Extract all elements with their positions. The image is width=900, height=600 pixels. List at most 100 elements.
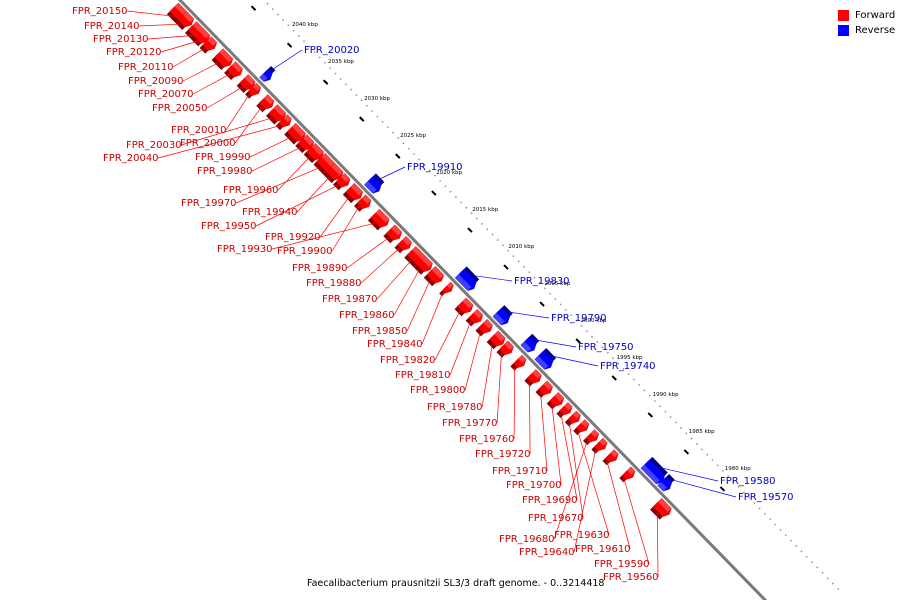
gene-body [622, 466, 636, 480]
forward-gene [535, 380, 553, 398]
gene-side-face [535, 389, 545, 398]
gene-highlight [412, 246, 426, 260]
forward-gene-leader [192, 73, 231, 95]
reverse-gene-label: FPR_20020 [304, 45, 360, 56]
gene-highlight [492, 312, 505, 326]
forward-gene-leader [346, 237, 390, 269]
forward-gene-leader [568, 422, 584, 519]
forward-gene-leader [277, 156, 311, 191]
gene-highlight [402, 236, 412, 246]
reverse-gene-leader [470, 274, 513, 282]
reverse-gene-label: FPR_19790 [551, 313, 607, 324]
reverse-gene [534, 348, 557, 370]
forward-gene [224, 61, 243, 81]
scale-tick-label: 1995 kbp [617, 355, 643, 361]
legend-forward: Forward [838, 8, 895, 23]
gene-highlight [244, 74, 256, 86]
forward-gene [583, 429, 600, 446]
reverse-gene-leader [548, 355, 599, 367]
forward-gene-label: FPR_19970 [181, 198, 237, 209]
forward-gene [275, 114, 292, 131]
gene-highlight [657, 498, 672, 512]
forward-gene [175, 11, 195, 30]
reverse-gene-leader [377, 166, 406, 181]
gene-body [640, 459, 665, 485]
gene-body [306, 142, 324, 161]
forward-gene-label: FPR_20040 [103, 153, 159, 164]
gene-side-face [564, 419, 573, 427]
forward-gene-label: FPR_19560 [603, 572, 659, 583]
forward-gene-label: FPR_19680 [499, 534, 555, 545]
forward-gene-leader [148, 35, 193, 40]
forward-gene-label: FPR_19920 [265, 232, 321, 243]
forward-gene [265, 104, 287, 125]
reverse-gene [640, 456, 668, 485]
forward-gene [591, 437, 608, 454]
gene-body [527, 369, 542, 384]
gene-body [370, 208, 390, 228]
scale-tick [395, 153, 401, 159]
gene-body [657, 476, 672, 492]
forward-gene-leader [553, 440, 588, 540]
gene-highlight [534, 355, 549, 370]
forward-gene-leader [529, 381, 531, 455]
gene-body [549, 391, 565, 407]
gene-highlight [564, 402, 573, 411]
gene-body [605, 449, 619, 463]
reverse-gene-leader [270, 49, 303, 71]
forward-gene-label: FPR_20030 [126, 140, 182, 151]
gene-side-face [192, 37, 202, 47]
gene-side-face [465, 317, 475, 327]
reverse-gene-label: FPR_19830 [514, 276, 570, 287]
gene-highlight [174, 2, 187, 16]
forward-gene-label: FPR_19890 [292, 263, 348, 274]
forward-gene-label: FPR_20010 [171, 125, 227, 136]
gene-side-face [529, 333, 540, 344]
gene-body [457, 297, 474, 314]
forward-gene [333, 172, 351, 191]
forward-gene-leader [249, 136, 292, 158]
scale-tick-label: 1980 kbp [725, 466, 751, 472]
scale-tick [683, 449, 690, 455]
scale-tick [647, 412, 654, 418]
gene-body [489, 330, 506, 347]
gene-highlight [340, 173, 351, 183]
forward-gene-leader [496, 352, 502, 424]
forward-gene-label: FPR_20070 [138, 89, 194, 100]
reverse-gene [520, 333, 540, 353]
reverse-genes: FPR_20020 FPR_19910 FPR_19830 FPR_19790 FPR_… [259, 45, 794, 503]
reverse-gene-label: FPR_19570 [738, 492, 794, 503]
gene-body [345, 182, 364, 201]
gene-highlight [259, 73, 268, 82]
gene-side-face [265, 112, 278, 125]
gene-highlight [431, 266, 444, 279]
gene-highlight [421, 256, 433, 268]
gene-highlight [219, 48, 233, 63]
gene-highlight [207, 36, 217, 46]
forward-gene-label: FPR_19710 [492, 466, 548, 477]
forward-gene-leader [393, 268, 421, 316]
forward-gene-label: FPR_19640 [519, 547, 575, 558]
forward-gene [546, 391, 565, 410]
gene-side-face [423, 274, 436, 287]
forward-gene [564, 410, 581, 427]
scale-tick-label: 2040 kbp [292, 22, 318, 28]
gene-highlight [581, 419, 590, 428]
forward-gene-leader [272, 222, 376, 250]
gene-body [538, 380, 553, 396]
gene-side-face [583, 437, 591, 446]
forward-gene-label: FPR_19850 [352, 326, 408, 337]
forward-gene [211, 48, 234, 71]
forward-gene [524, 369, 542, 387]
forward-gene [619, 466, 636, 483]
gene-side-face [333, 181, 342, 191]
gene-highlight [283, 114, 292, 123]
forward-gene-leader [296, 176, 330, 213]
reverse-gene-leader [669, 478, 737, 498]
scale-tick-label: 2020 kbp [436, 170, 462, 176]
gene-body [335, 172, 351, 188]
scale-tick-label: 2005 kbp [544, 281, 570, 287]
forward-gene-label: FPR_20110 [118, 62, 174, 73]
